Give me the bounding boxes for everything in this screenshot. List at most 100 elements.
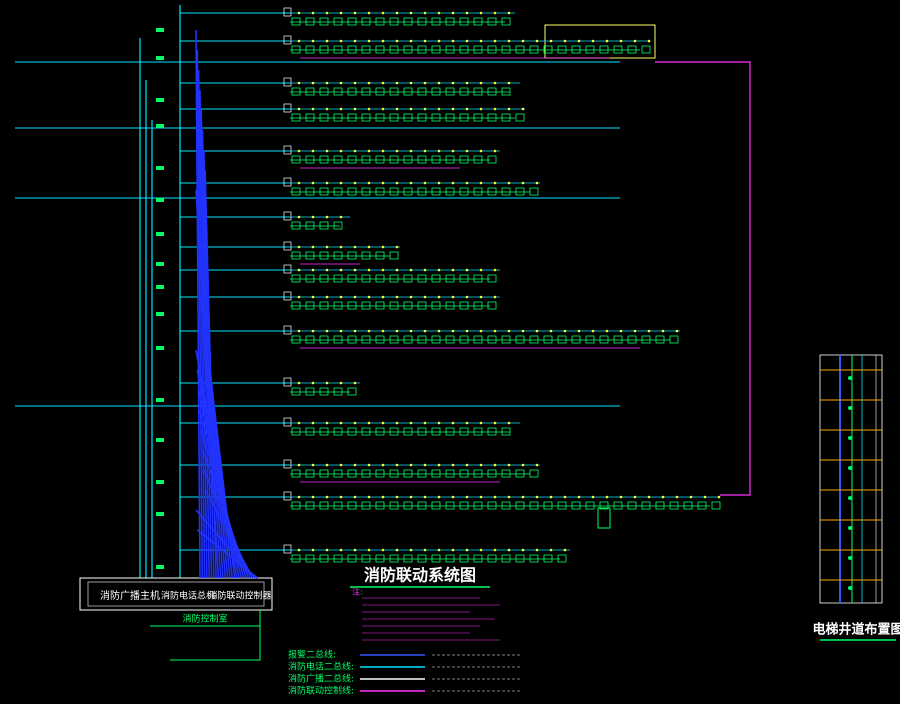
device (347, 45, 357, 54)
device (417, 501, 427, 510)
device (403, 45, 413, 54)
detector (437, 107, 441, 111)
device (305, 501, 315, 510)
bus-line (196, 529, 258, 579)
device (347, 427, 357, 436)
riser-tap (156, 98, 164, 102)
device (627, 45, 637, 54)
riser-tap (156, 124, 164, 128)
detector (381, 81, 385, 85)
device (375, 469, 385, 478)
detector (381, 268, 385, 272)
detector (395, 245, 399, 249)
device (305, 427, 315, 436)
detector (395, 11, 399, 15)
detector (465, 295, 469, 299)
detector (339, 39, 343, 43)
device (431, 501, 441, 510)
row-module (283, 459, 292, 469)
detector (339, 268, 343, 272)
detector (395, 548, 399, 552)
device (431, 45, 441, 54)
detector (311, 39, 315, 43)
detector (297, 107, 301, 111)
device (319, 469, 329, 478)
detector (479, 421, 483, 425)
device (557, 501, 567, 510)
device (417, 45, 427, 54)
riser-tap (156, 262, 164, 266)
row-module (283, 145, 292, 155)
device (375, 501, 385, 510)
device (417, 427, 427, 436)
detector (423, 149, 427, 153)
row-module (283, 7, 292, 17)
device (291, 427, 301, 436)
detector (367, 329, 371, 333)
riser-tap (156, 565, 164, 569)
elevator-shaft (819, 354, 883, 604)
detector (437, 149, 441, 153)
device (501, 17, 511, 26)
device (305, 387, 315, 396)
detector (395, 149, 399, 153)
detector (493, 181, 497, 185)
detector (521, 107, 525, 111)
device (627, 501, 637, 510)
detector (479, 107, 483, 111)
module-box (597, 507, 611, 529)
bus-line (199, 89, 208, 579)
device (291, 155, 301, 164)
device (445, 45, 455, 54)
device (417, 87, 427, 96)
detector (367, 107, 371, 111)
detector (367, 245, 371, 249)
detector (423, 81, 427, 85)
detector (297, 215, 301, 219)
riser-tap (156, 512, 164, 516)
detector (437, 11, 441, 15)
detector (367, 463, 371, 467)
detector (339, 181, 343, 185)
device (627, 335, 637, 344)
detector (423, 329, 427, 333)
detector (325, 149, 329, 153)
detector (395, 81, 399, 85)
device (361, 274, 371, 283)
detector (507, 329, 511, 333)
detector (367, 11, 371, 15)
detector (493, 548, 497, 552)
detector (619, 39, 623, 43)
detector (395, 295, 399, 299)
detector (409, 495, 413, 499)
detector (325, 81, 329, 85)
device (305, 187, 315, 196)
detector (353, 329, 357, 333)
device (375, 87, 385, 96)
detector (297, 329, 301, 333)
device (361, 554, 371, 563)
detector (353, 149, 357, 153)
device (375, 427, 385, 436)
shaft-device (848, 436, 852, 440)
device (389, 301, 399, 310)
device (515, 554, 525, 563)
device (459, 113, 469, 122)
detector (605, 39, 609, 43)
detector (465, 39, 469, 43)
detector (507, 107, 511, 111)
device (641, 335, 651, 344)
row-module (283, 103, 292, 113)
device (361, 113, 371, 122)
detector (633, 495, 637, 499)
detector (367, 548, 371, 552)
side-title: 电梯井道布置图 (812, 622, 900, 638)
detector (563, 39, 567, 43)
detector (451, 495, 455, 499)
detector (423, 268, 427, 272)
detector (353, 295, 357, 299)
detector (507, 421, 511, 425)
device (291, 17, 301, 26)
detector (451, 295, 455, 299)
